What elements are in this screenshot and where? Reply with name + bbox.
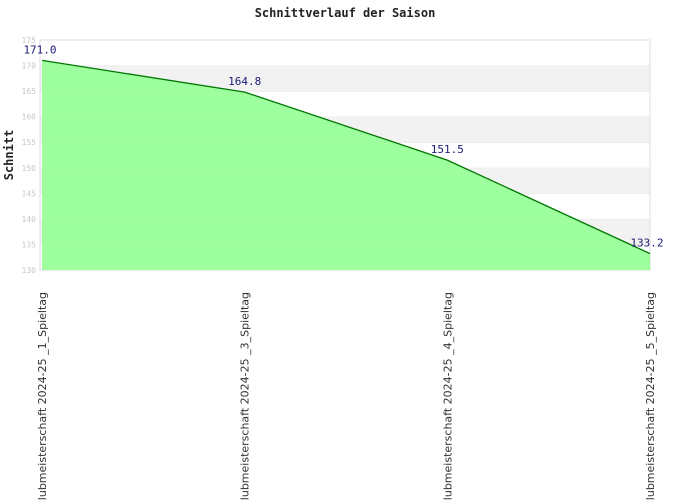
y-tick-label: 170 — [22, 62, 37, 71]
y-axis-ticks: 130 135 140 145 150 155 160 165 170 175 — [22, 36, 37, 275]
data-label: 151.5 — [431, 143, 464, 156]
series-line — [41, 59, 651, 255]
y-axis-label: Schnitt — [2, 130, 16, 181]
y-tick-label: 145 — [22, 189, 37, 198]
data-labels: 171.0 164.8 151.5 133.2 — [23, 43, 663, 249]
chart-title: Schnittverlauf der Saison — [255, 6, 436, 20]
x-tick-label: Clubmeisterschaft 2024-25 _4_Spieltag — [441, 292, 454, 500]
y-tick-label: 155 — [22, 138, 37, 147]
y-tick-label: 160 — [22, 113, 37, 122]
y-tick-label: 130 — [22, 266, 37, 275]
x-tick-label: Clubmeisterschaft 2024-25 _5_Spieltag — [644, 292, 657, 500]
y-tick-label: 135 — [22, 240, 37, 249]
data-label: 133.2 — [630, 237, 663, 250]
series-area — [42, 60, 650, 271]
y-tick-label: 165 — [22, 87, 37, 96]
data-label: 171.0 — [23, 43, 56, 56]
x-tick-label: Clubmeisterschaft 2024-25 _3_Spieltag — [239, 292, 252, 500]
y-tick-label: 175 — [22, 36, 37, 45]
grid-band — [40, 40, 650, 66]
x-tick-label: Clubmeisterschaft 2024-25 _1_Spieltag — [36, 292, 49, 500]
y-tick-label: 150 — [22, 164, 37, 173]
data-label: 164.8 — [228, 75, 261, 88]
y-tick-label: 140 — [22, 215, 37, 224]
x-axis-ticks: Clubmeisterschaft 2024-25 _1_Spieltag Clu… — [36, 292, 657, 500]
